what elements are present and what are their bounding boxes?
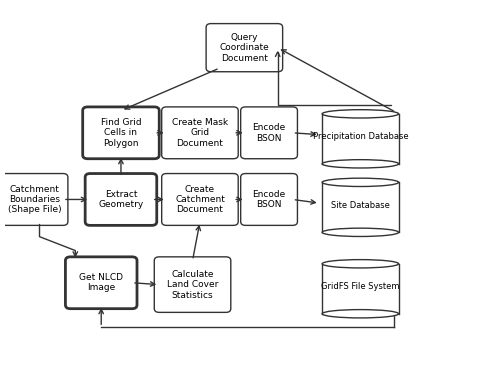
FancyBboxPatch shape: [85, 173, 157, 225]
FancyBboxPatch shape: [240, 107, 298, 159]
Text: Create Mask
Grid
Document: Create Mask Grid Document: [172, 118, 228, 148]
FancyBboxPatch shape: [1, 173, 68, 225]
FancyBboxPatch shape: [82, 107, 159, 159]
Text: Find Grid
Cells in
Polygon: Find Grid Cells in Polygon: [100, 118, 141, 148]
Text: Site Database: Site Database: [331, 201, 390, 210]
FancyBboxPatch shape: [154, 257, 231, 312]
Ellipse shape: [322, 160, 398, 168]
FancyBboxPatch shape: [322, 264, 398, 314]
FancyBboxPatch shape: [322, 114, 398, 164]
Text: Precipitation Database: Precipitation Database: [312, 132, 408, 141]
Text: Catchment
Boundaries
(Shape File): Catchment Boundaries (Shape File): [8, 185, 62, 214]
Text: Get NLCD
Image: Get NLCD Image: [79, 273, 123, 292]
Ellipse shape: [322, 178, 398, 186]
FancyBboxPatch shape: [322, 182, 398, 232]
Text: Encode
BSON: Encode BSON: [252, 190, 286, 209]
FancyBboxPatch shape: [240, 173, 298, 225]
Text: Query
Coordinate
Document: Query Coordinate Document: [220, 33, 270, 63]
FancyBboxPatch shape: [66, 257, 137, 309]
Text: Extract
Geometry: Extract Geometry: [98, 190, 144, 209]
Text: Encode
BSON: Encode BSON: [252, 123, 286, 142]
Text: Calculate
Land Cover
Statistics: Calculate Land Cover Statistics: [167, 270, 218, 300]
Text: GridFS File System: GridFS File System: [321, 282, 400, 291]
Ellipse shape: [322, 228, 398, 236]
FancyBboxPatch shape: [162, 173, 238, 225]
FancyBboxPatch shape: [162, 107, 238, 159]
Ellipse shape: [322, 110, 398, 118]
Ellipse shape: [322, 260, 398, 268]
Text: Create
Catchment
Document: Create Catchment Document: [175, 185, 225, 214]
Ellipse shape: [322, 310, 398, 318]
FancyBboxPatch shape: [206, 23, 282, 72]
